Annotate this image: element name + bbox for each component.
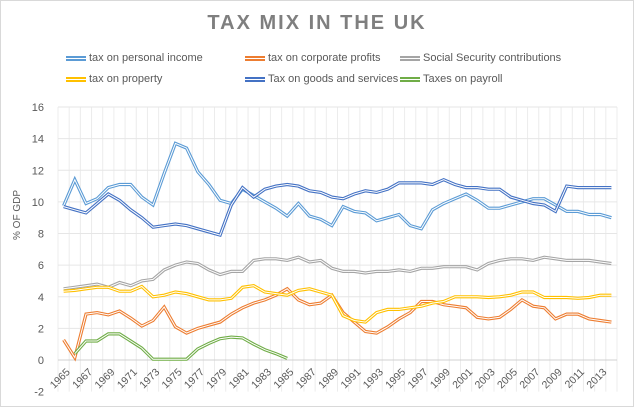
legend-swatch [66,76,86,82]
y-tick-label: 6 [38,260,44,272]
series-line-inner [63,285,612,323]
y-tick-label: 12 [32,165,44,177]
legend-item-goods-services: Tax on goods and services [245,73,398,85]
legend-item-personal-income: tax on personal income [66,52,203,64]
legend-label: Social Security contributions [423,52,562,64]
y-tick-label: 4 [38,292,44,304]
legend-swatch [66,55,86,61]
legend-label: tax on personal income [89,52,203,64]
chart-title: TAX MIX IN THE UK [207,12,427,34]
legend-item-property: tax on property [66,73,162,85]
legend-label: Taxes on payroll [423,73,503,85]
y-tick-label: -2 [34,387,44,399]
legend-label: tax on corporate profits [268,52,381,64]
legend-item-social-security: Social Security contributions [400,52,561,64]
y-tick-label: 2 [38,323,44,335]
y-tick-label: 8 [38,229,44,241]
legend-item-payroll: Taxes on payroll [400,73,503,85]
legend-swatch [400,55,420,61]
series-line-inner [63,179,612,236]
legend-swatch [245,55,265,61]
y-tick-label: 0 [38,355,44,367]
legend-item-corporate-profits: tax on corporate profits [245,52,381,64]
y-tick-label: 16 [32,102,44,114]
legend-label: Tax on goods and services [268,73,399,85]
legend-swatch [245,76,265,82]
series-line-inner [63,256,612,290]
legend-swatch [400,76,420,82]
series-line-inner [63,142,612,230]
y-tick-label: 14 [32,134,44,146]
series-line-inner [74,333,288,360]
legend-label: tax on property [89,73,163,85]
y-tick-label: 10 [32,197,44,209]
